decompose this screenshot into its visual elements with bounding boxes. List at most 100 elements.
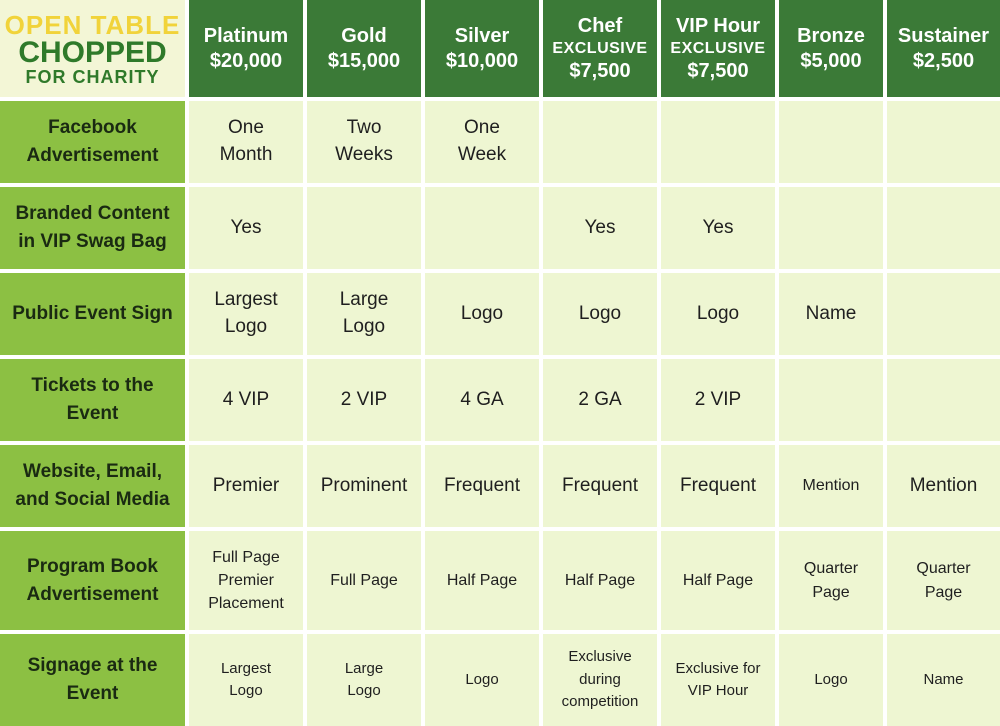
benefit-value-line: Frequent — [561, 474, 639, 496]
benefit-value: Logo — [661, 273, 775, 355]
tier-name: Gold — [341, 24, 387, 47]
benefit-value-line: Half Page — [446, 571, 518, 589]
benefit-value: Yes — [189, 187, 303, 269]
benefit-value-line: 2 VIP — [340, 388, 388, 410]
benefit-label: Public Event Sign — [0, 273, 185, 355]
tier-name: Bronze — [797, 24, 865, 47]
benefit-value: Logo — [425, 273, 539, 355]
tier-header-platinum: Platinum $20,000 — [189, 0, 303, 97]
benefit-value: 2 VIP — [307, 359, 421, 441]
benefit-label-line: Branded Content — [15, 203, 170, 225]
event-logo: OPEN TABLE CHOPPED FOR CHARITY — [0, 0, 185, 97]
logo-line-for-charity: FOR CHARITY — [25, 66, 160, 87]
benefit-value: Full Page Premier Placement — [189, 531, 303, 630]
benefit-label-line: Signage at the — [27, 655, 158, 677]
benefit-value-line: Page — [812, 583, 850, 601]
benefit-value-line: Full Page — [212, 548, 280, 566]
benefit-value-line: Large — [339, 289, 389, 311]
benefit-value-line: Placement — [208, 595, 284, 613]
tier-price: $15,000 — [327, 49, 401, 72]
benefit-value: Frequent — [425, 445, 539, 527]
benefit-value-line: Full Page — [330, 571, 398, 589]
benefit-value: Full Page — [307, 531, 421, 630]
benefit-value — [425, 187, 539, 269]
tier-qualifier: EXCLUSIVE — [552, 39, 648, 57]
benefit-value: Logo — [543, 273, 657, 355]
logo-line-chopped: CHOPPED — [18, 35, 167, 69]
benefit-value-line: Mention — [909, 474, 978, 496]
benefit-value: Name — [779, 273, 883, 355]
benefit-value: 4 GA — [425, 359, 539, 441]
benefit-label: Tickets to the Event — [0, 359, 185, 441]
tier-header-sustainer: Sustainer $2,500 — [887, 0, 1000, 97]
tier-header-silver: Silver $10,000 — [425, 0, 539, 97]
tier-price: $5,000 — [800, 49, 862, 72]
benefit-value-line: 4 VIP — [222, 388, 270, 410]
benefit-value: Frequent — [543, 445, 657, 527]
benefit-label: Branded Content in VIP Swag Bag — [0, 187, 185, 269]
benefit-value — [887, 187, 1000, 269]
benefit-value: Large Logo — [307, 634, 421, 726]
benefit-value-line: Two — [346, 117, 382, 139]
benefit-value-line: Logo — [342, 316, 386, 337]
benefit-value: Half Page — [661, 531, 775, 630]
benefit-value-line: Logo — [347, 682, 381, 699]
benefit-value-line: Largest — [214, 289, 278, 311]
benefit-value-line: Logo — [460, 302, 504, 324]
benefit-label-line: Advertisement — [26, 583, 159, 605]
benefit-value-line: One — [228, 117, 264, 139]
benefit-value-line: Logo — [814, 670, 848, 688]
tier-name: Silver — [454, 24, 510, 47]
benefit-value: Half Page — [425, 531, 539, 630]
tier-price: $7,500 — [569, 59, 631, 82]
benefit-value-line: Month — [219, 144, 273, 165]
benefit-value-line: Half Page — [564, 571, 636, 589]
benefit-value: Yes — [661, 187, 775, 269]
benefit-value-line: Premier — [217, 571, 274, 589]
benefit-value-line: Yes — [230, 216, 262, 238]
benefit-value-line: Premier — [212, 474, 280, 496]
benefit-value-line: Logo — [229, 682, 263, 699]
benefit-value: Logo — [425, 634, 539, 726]
tier-price: $7,500 — [687, 59, 749, 82]
benefit-value-line: Logo — [224, 316, 268, 337]
benefit-value-line: 4 GA — [460, 388, 504, 410]
benefit-value-line: One — [464, 117, 500, 139]
benefit-value: Largest Logo — [189, 273, 303, 355]
benefit-value: Mention — [779, 445, 883, 527]
benefit-label-line: Facebook — [48, 117, 137, 139]
benefit-value-line: Week — [457, 144, 507, 165]
benefit-value: Prominent — [307, 445, 421, 527]
benefit-value-line: Logo — [696, 302, 740, 324]
benefit-label-line: Advertisement — [26, 145, 159, 166]
benefit-value-line: competition — [561, 693, 639, 711]
tier-name: Platinum — [203, 24, 289, 47]
benefit-label-line: Public Event Sign — [12, 303, 173, 325]
benefit-value-line: Yes — [584, 216, 616, 238]
benefit-value — [887, 273, 1000, 355]
tier-name: VIP Hour — [675, 14, 761, 37]
benefit-value-line: Name — [805, 302, 857, 324]
benefit-value-line: Frequent — [443, 474, 521, 496]
benefit-value-line: Page — [924, 583, 963, 601]
tier-price: $20,000 — [209, 49, 283, 72]
benefit-value-line: Logo — [465, 670, 499, 688]
benefit-label: Program Book Advertisement — [0, 531, 185, 630]
benefit-label-line: Event — [66, 403, 119, 424]
benefit-value-line: during — [579, 670, 621, 688]
benefit-value — [887, 101, 1000, 183]
benefit-value — [887, 359, 1000, 441]
benefit-value-line: Exclusive — [568, 648, 632, 666]
benefit-value-line: Exclusive for — [675, 659, 761, 677]
benefit-value-line: Logo — [578, 302, 622, 324]
tier-price: $2,500 — [912, 49, 975, 72]
benefit-value-line: Weeks — [335, 144, 393, 165]
benefit-value: 2 VIP — [661, 359, 775, 441]
benefit-value: Quarter Page — [887, 531, 1000, 630]
benefit-value — [779, 359, 883, 441]
benefit-value-line: 2 GA — [578, 388, 622, 410]
benefit-value: Two Weeks — [307, 101, 421, 183]
benefit-label: Facebook Advertisement — [0, 101, 185, 183]
tier-name: Chef — [577, 14, 623, 37]
